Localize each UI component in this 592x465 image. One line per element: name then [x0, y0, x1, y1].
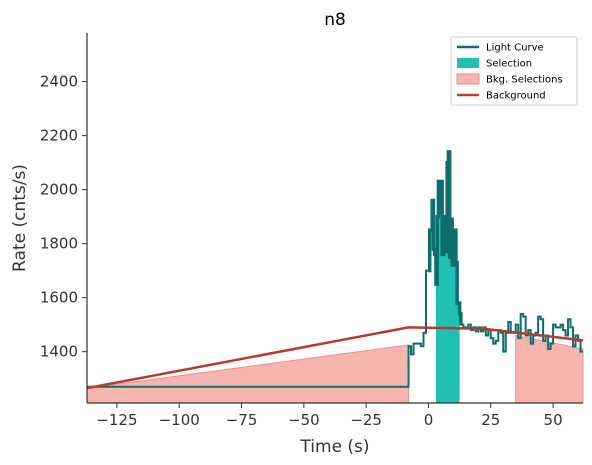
- bkg-selection-region-1: [86, 344, 410, 404]
- x-tick-label: −50: [288, 411, 320, 429]
- legend: Light Curve Selection Bkg. Selections Backg…: [450, 36, 578, 106]
- light-curve-peak: [427, 150, 463, 325]
- y-tick-label: 1400: [40, 343, 78, 361]
- ticks: −125 −100 −75 −50 −25 0 25 50 1400 1600 1800 2000 22…: [40, 73, 563, 429]
- x-tick-label: −25: [350, 411, 382, 429]
- legend-patch-swatch: [457, 58, 479, 68]
- x-tick-label: 0: [424, 411, 434, 429]
- legend-patch-swatch: [456, 73, 480, 85]
- y-tick-label: 1800: [40, 235, 78, 253]
- background-fit-line: [86, 326, 584, 390]
- legend-label: Bkg. Selections: [486, 75, 563, 86]
- background-fit-layer: [86, 326, 584, 390]
- chart-title: n8: [324, 10, 346, 30]
- bkg-selections-layer: [86, 334, 584, 404]
- x-tick-label: −100: [159, 411, 200, 429]
- y-tick-label: 2400: [40, 73, 78, 91]
- y-tick-label: 1600: [40, 289, 78, 307]
- y-tick-label: 2200: [40, 127, 78, 145]
- legend-label: Background: [486, 91, 546, 102]
- legend-label: Selection: [486, 59, 532, 70]
- legend-label: Light Curve: [486, 43, 544, 54]
- x-tick-label: −125: [96, 411, 137, 429]
- light-curve-line: [87, 150, 583, 388]
- y-axis-label: Rate (cnts/s): [10, 164, 30, 272]
- x-tick-label: −75: [226, 411, 258, 429]
- x-tick-label: 25: [481, 411, 500, 429]
- x-axis-label: Time (s): [299, 437, 369, 457]
- light-curve-layer: [87, 150, 583, 388]
- y-tick-label: 2000: [40, 181, 78, 199]
- x-tick-label: 50: [544, 411, 563, 429]
- legend-box: [450, 36, 578, 106]
- axes: [86, 33, 583, 404]
